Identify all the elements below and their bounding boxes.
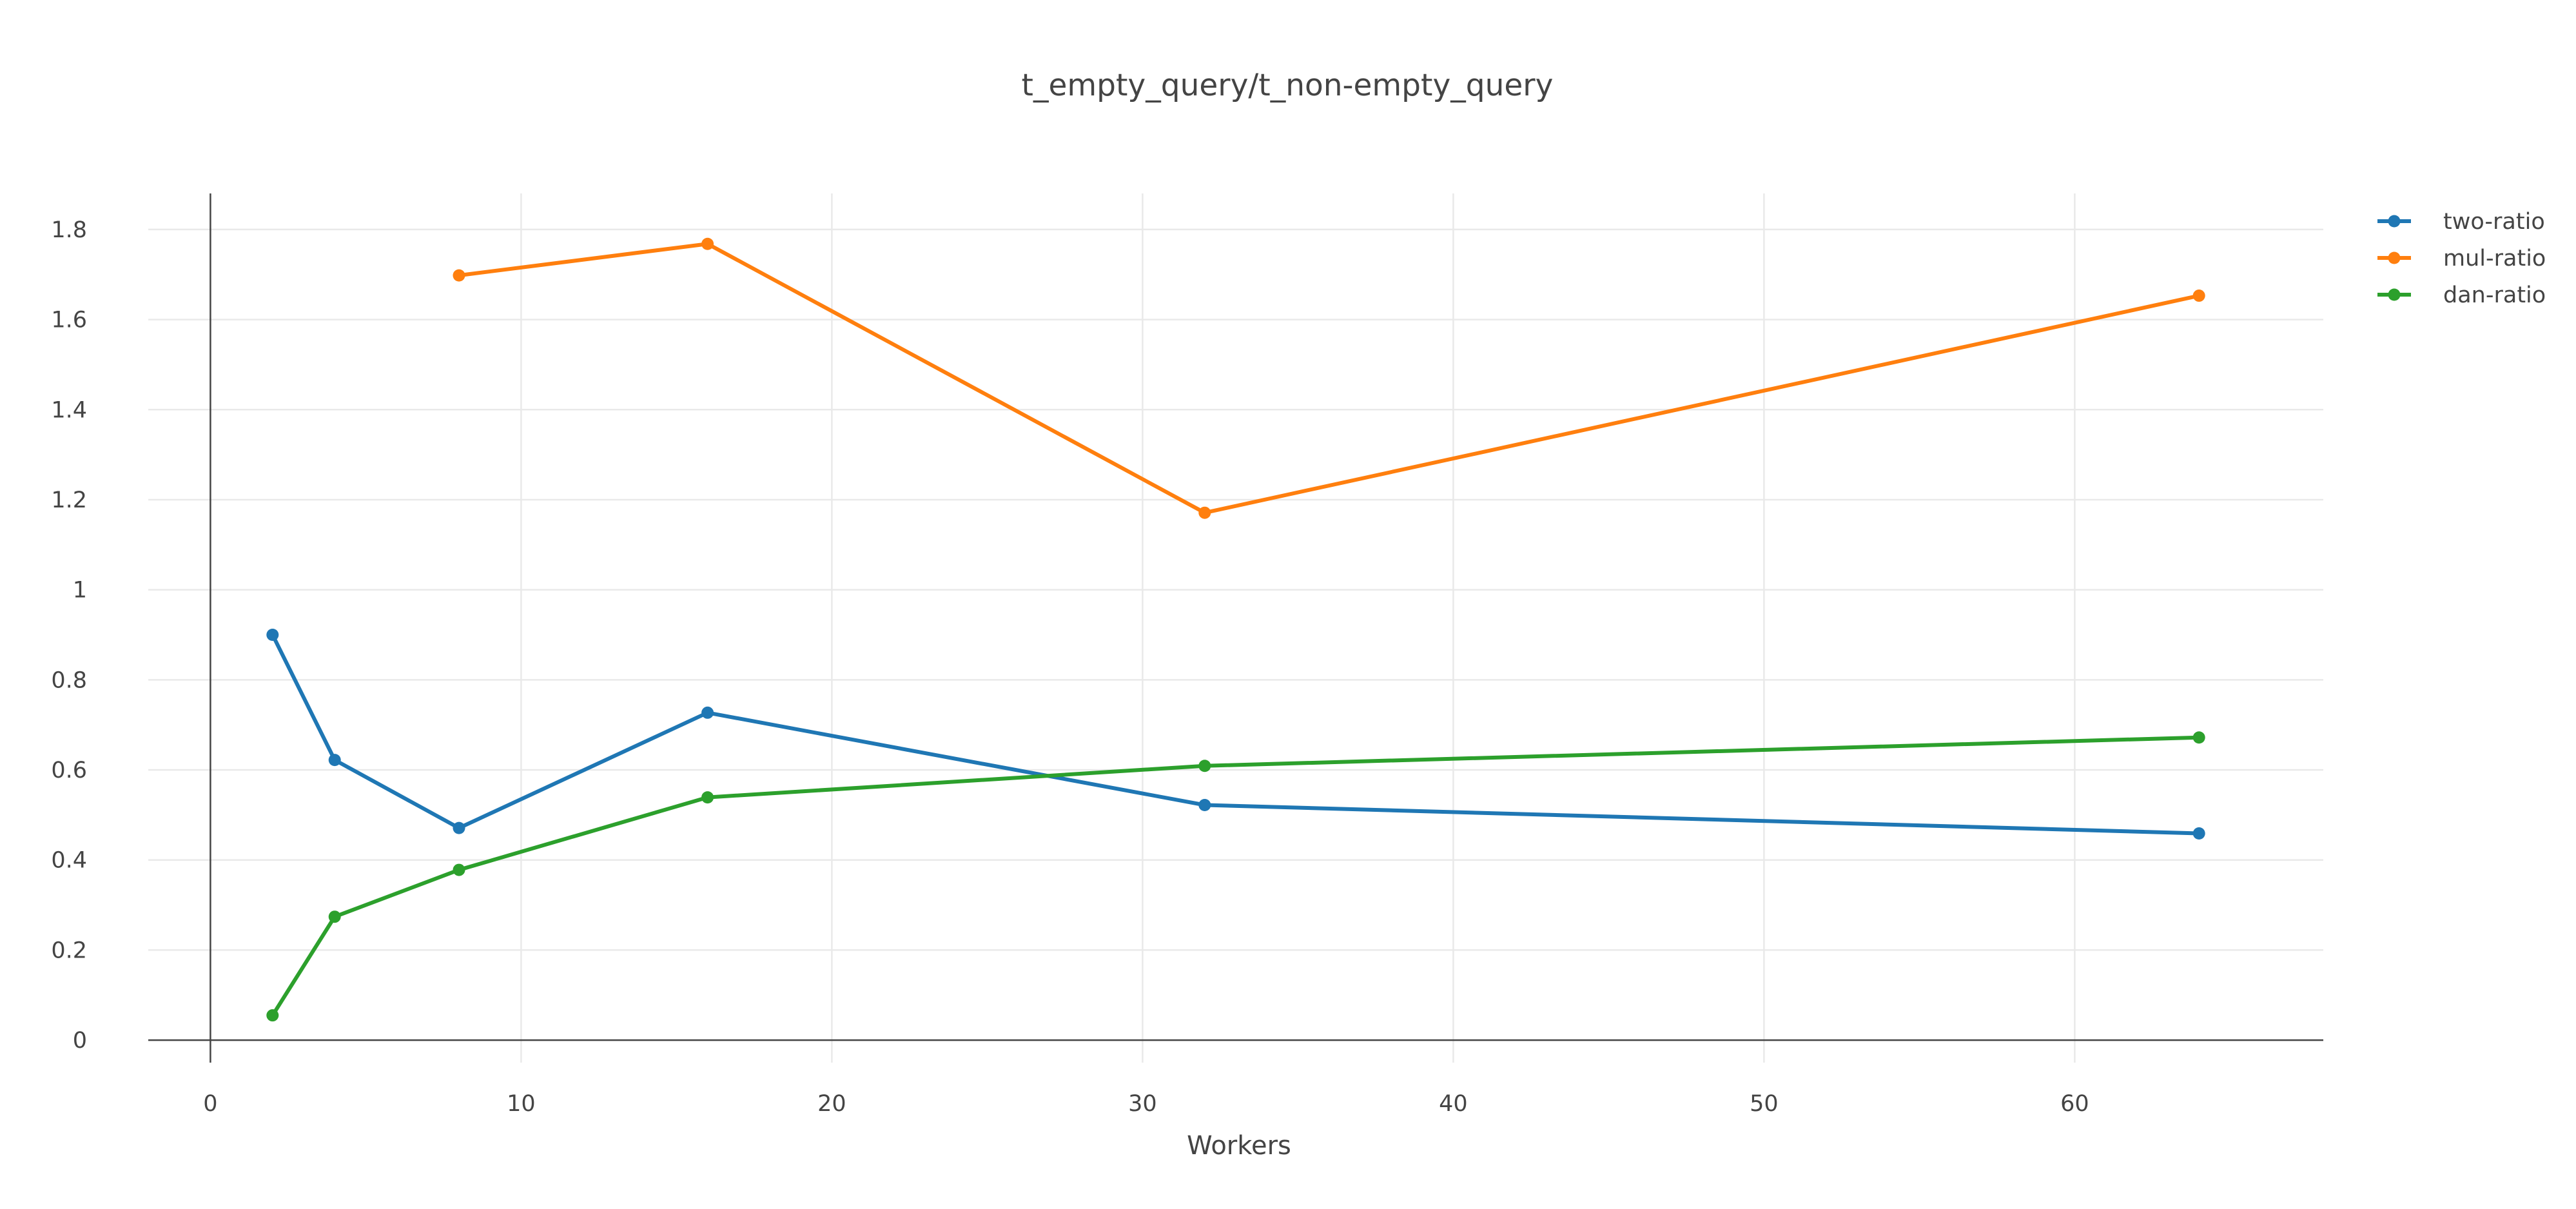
y-tick-label: 0.2 bbox=[51, 938, 87, 963]
y-tick-label: 0 bbox=[73, 1028, 87, 1054]
legend-item-two-ratio[interactable]: two-ratio bbox=[2377, 209, 2545, 235]
chart-title: t_empty_query/t_non-empty_query bbox=[1022, 68, 1554, 103]
y-tick-label: 1.6 bbox=[51, 308, 87, 333]
series-mul-ratio bbox=[453, 237, 2205, 519]
legend-swatch-marker bbox=[2388, 288, 2401, 301]
legend-label: two-ratio bbox=[2443, 209, 2545, 235]
data-point-two-ratio bbox=[328, 754, 341, 767]
data-point-mul-ratio bbox=[2192, 290, 2205, 302]
x-tick-label: 60 bbox=[2060, 1091, 2089, 1117]
data-point-dan-ratio bbox=[701, 791, 714, 804]
data-point-mul-ratio bbox=[453, 269, 465, 282]
y-tick-label: 0.8 bbox=[51, 667, 87, 693]
series-line-mul-ratio bbox=[457, 242, 2201, 515]
data-point-dan-ratio bbox=[453, 863, 465, 876]
y-tick-label: 0.6 bbox=[51, 758, 87, 783]
data-point-dan-ratio bbox=[266, 1009, 279, 1022]
data-point-dan-ratio bbox=[1198, 760, 1211, 772]
legend-label: mul-ratio bbox=[2443, 246, 2546, 271]
legend-item-mul-ratio[interactable]: mul-ratio bbox=[2377, 246, 2546, 271]
series-group bbox=[266, 237, 2205, 1022]
data-point-dan-ratio bbox=[2192, 731, 2205, 744]
grid bbox=[148, 193, 2323, 1063]
data-point-two-ratio bbox=[453, 821, 465, 834]
x-tick-label: 10 bbox=[507, 1091, 536, 1117]
series-dan-ratio bbox=[266, 731, 2205, 1022]
x-axis-title: Workers bbox=[1187, 1131, 1291, 1161]
y-tick-label: 1.2 bbox=[51, 487, 87, 513]
legend-item-dan-ratio[interactable]: dan-ratio bbox=[2377, 282, 2546, 308]
series-two-ratio bbox=[266, 628, 2205, 840]
data-point-dan-ratio bbox=[328, 910, 341, 923]
series-line-dan-ratio bbox=[270, 735, 2201, 1017]
y-tick-label: 1.4 bbox=[51, 397, 87, 423]
legend[interactable]: two-ratio mul-ratio dan-ratio bbox=[2377, 209, 2546, 308]
axes bbox=[148, 193, 2323, 1063]
x-tick-label: 30 bbox=[1128, 1091, 1157, 1117]
y-tick-label: 0.4 bbox=[51, 848, 87, 874]
legend-swatch-marker bbox=[2388, 215, 2401, 228]
legend-swatch-marker bbox=[2388, 251, 2401, 264]
data-point-mul-ratio bbox=[701, 237, 714, 250]
legend-label: dan-ratio bbox=[2443, 282, 2546, 308]
data-point-mul-ratio bbox=[1198, 506, 1211, 519]
data-point-two-ratio bbox=[701, 706, 714, 719]
x-tick-label: 40 bbox=[1439, 1091, 1468, 1117]
y-tick-label: 1.8 bbox=[51, 217, 87, 243]
data-point-two-ratio bbox=[2192, 827, 2205, 840]
x-tick-label: 50 bbox=[1750, 1091, 1779, 1117]
x-tick-label: 20 bbox=[817, 1091, 846, 1117]
data-point-two-ratio bbox=[266, 628, 279, 641]
y-tick-label: 1 bbox=[73, 578, 87, 604]
x-tick-label: 0 bbox=[203, 1091, 217, 1117]
tick-labels: 0 10 20 30 40 50 60 0 0.2 0.4 0.6 0.8 1 1.2 1.4 1.6 1.8 bbox=[51, 217, 2089, 1117]
series-line-two-ratio bbox=[270, 633, 2201, 836]
data-point-two-ratio bbox=[1198, 798, 1211, 811]
